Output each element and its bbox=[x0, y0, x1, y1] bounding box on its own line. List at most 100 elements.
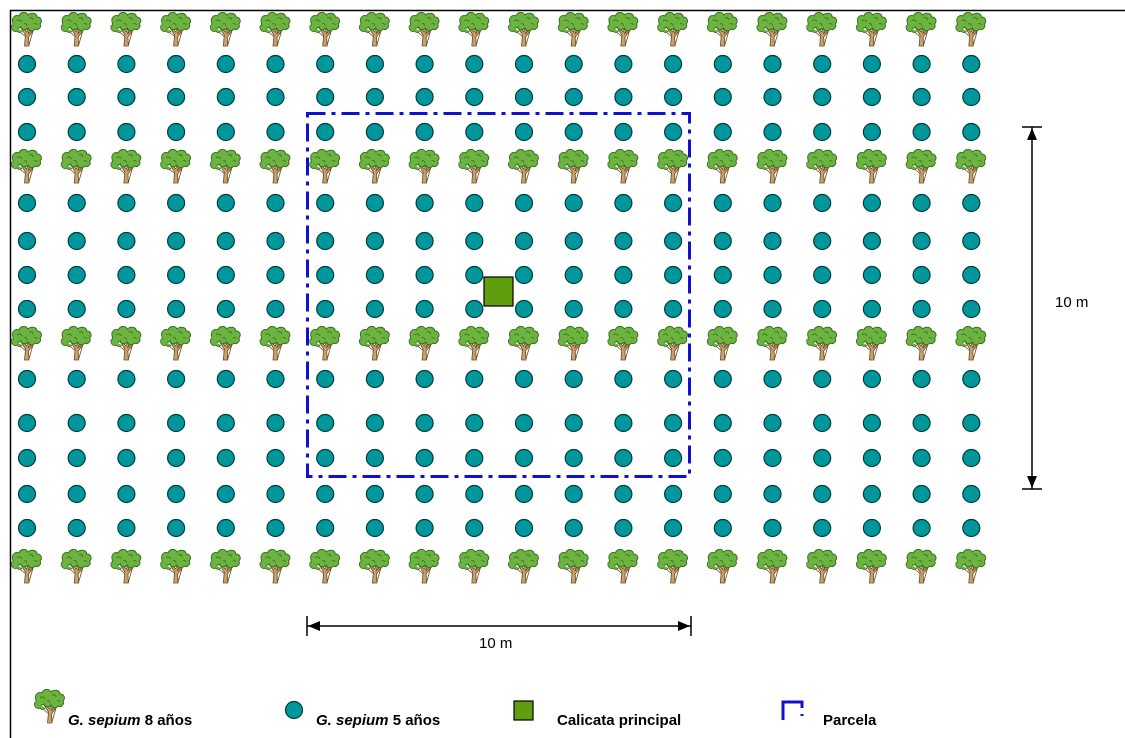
circle-icon bbox=[614, 193, 633, 213]
circle-icon bbox=[862, 54, 882, 74]
tree-icon bbox=[408, 149, 440, 184]
circle-icon bbox=[316, 299, 335, 319]
circle-icon bbox=[962, 193, 981, 213]
legend-pit-label: Calicata principal bbox=[557, 712, 682, 729]
circle-icon bbox=[415, 369, 434, 389]
circle-icon bbox=[17, 87, 37, 107]
circle-icon bbox=[216, 193, 235, 213]
horizontal-dimension-label: 10 m bbox=[479, 635, 513, 652]
plot-border bbox=[306, 112, 691, 478]
circle-icon bbox=[415, 299, 434, 319]
circle-icon bbox=[862, 484, 882, 504]
tree-icon bbox=[11, 12, 42, 47]
circle-icon bbox=[365, 265, 384, 285]
circle-icon bbox=[266, 54, 285, 74]
circle-icon bbox=[465, 448, 484, 468]
tree-icon bbox=[508, 549, 539, 584]
circle-icon bbox=[216, 299, 235, 319]
circle-icon bbox=[514, 484, 534, 504]
circle-icon bbox=[614, 231, 633, 251]
circle-icon bbox=[564, 54, 583, 74]
circle-icon bbox=[415, 54, 434, 74]
circle-icon bbox=[962, 265, 981, 285]
circle-icon bbox=[564, 193, 583, 213]
tree-icon bbox=[458, 549, 490, 584]
circle-icon bbox=[962, 299, 981, 319]
circle-icon bbox=[713, 265, 732, 285]
legend-square-icon bbox=[513, 700, 534, 721]
circle-icon bbox=[663, 369, 683, 389]
arrow-left-icon bbox=[308, 621, 320, 631]
tree-icon bbox=[11, 326, 42, 361]
circle-icon bbox=[465, 369, 484, 389]
circle-icon bbox=[813, 369, 832, 389]
circle-icon bbox=[912, 231, 931, 251]
circle-icon bbox=[117, 518, 136, 538]
plot-layer bbox=[306, 112, 691, 478]
circle-icon bbox=[266, 448, 285, 468]
tree-icon bbox=[706, 12, 738, 47]
circle-icon bbox=[465, 265, 484, 285]
circle-icon bbox=[67, 299, 86, 319]
tree-icon bbox=[905, 549, 937, 584]
circle-icon bbox=[713, 448, 732, 468]
circle-icon bbox=[216, 448, 235, 468]
tree-icon bbox=[160, 149, 191, 184]
circle-icon bbox=[763, 54, 782, 74]
circle-icon bbox=[216, 231, 235, 251]
tree-icon bbox=[408, 12, 440, 47]
circle-icon bbox=[365, 299, 384, 319]
circle-icon bbox=[67, 484, 86, 504]
circle-icon bbox=[763, 231, 782, 251]
circle-icon bbox=[713, 518, 732, 538]
tree-icon bbox=[706, 149, 738, 184]
circle-icon bbox=[365, 87, 384, 107]
tree-icon bbox=[209, 549, 241, 584]
circle-icon bbox=[17, 448, 37, 468]
circle-icon bbox=[465, 413, 484, 433]
circle-icon bbox=[614, 369, 633, 389]
circle-icon bbox=[862, 369, 882, 389]
circle-icon bbox=[862, 518, 882, 538]
circle-icon bbox=[564, 122, 583, 142]
circle-icon bbox=[316, 413, 335, 433]
tree-icon bbox=[11, 549, 42, 584]
circle-icon bbox=[465, 231, 484, 251]
circle-icon bbox=[564, 299, 583, 319]
tree-icon bbox=[309, 12, 341, 47]
tree-icon bbox=[855, 149, 887, 184]
legend-tree-icon bbox=[34, 689, 65, 724]
tree-icon bbox=[259, 549, 291, 584]
tree-icon bbox=[756, 326, 788, 361]
circle-icon bbox=[763, 122, 782, 142]
circle-icon bbox=[962, 87, 981, 107]
circle-icon bbox=[663, 265, 683, 285]
circle-icon bbox=[663, 299, 683, 319]
circle-icon bbox=[316, 231, 335, 251]
circle-icon bbox=[962, 518, 981, 538]
legend-tree-label: G. sepium 8 años bbox=[68, 712, 192, 729]
circle-icon bbox=[813, 299, 832, 319]
tree-icon bbox=[160, 549, 191, 584]
circle-icon bbox=[167, 122, 186, 142]
circle-icon bbox=[117, 87, 136, 107]
circle-icon bbox=[415, 413, 434, 433]
circle-icon bbox=[663, 87, 683, 107]
tree-icon bbox=[557, 549, 589, 584]
circle-icon bbox=[912, 299, 931, 319]
circle-icon bbox=[813, 413, 832, 433]
circle-icon bbox=[465, 87, 484, 107]
circle-icon bbox=[962, 413, 981, 433]
circle-icon bbox=[713, 122, 732, 142]
circle-icon bbox=[514, 54, 534, 74]
legend-circle-age: 5 años bbox=[392, 712, 441, 729]
circle-icon bbox=[415, 193, 434, 213]
circle-icon bbox=[365, 122, 384, 142]
circle-icon bbox=[614, 413, 633, 433]
tree-icon bbox=[806, 149, 838, 184]
circle-icon bbox=[117, 448, 136, 468]
circle-icon bbox=[67, 193, 86, 213]
circle-icon bbox=[813, 231, 832, 251]
tree-icon bbox=[160, 12, 191, 47]
circle-icon bbox=[713, 193, 732, 213]
